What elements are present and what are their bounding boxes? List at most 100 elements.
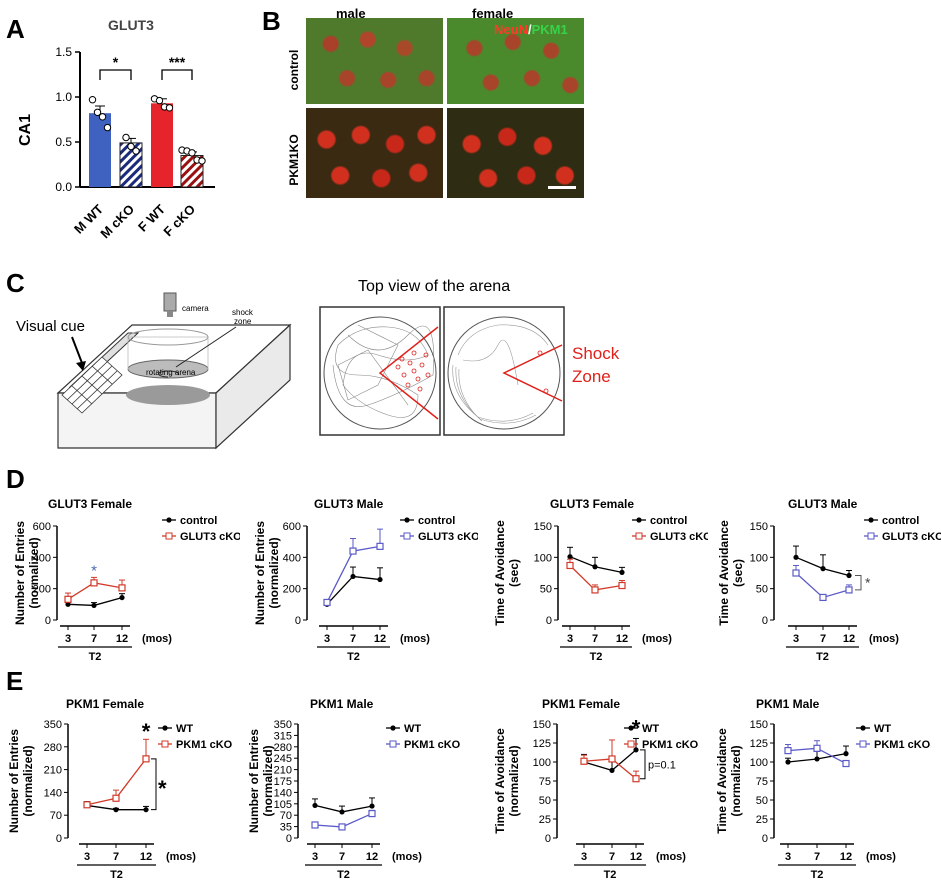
x-group-label: T2 <box>816 651 829 663</box>
y-tick-label: 100 <box>534 552 552 564</box>
trajectory-left <box>332 324 434 418</box>
series-line-control <box>326 575 381 605</box>
legend-marker <box>390 725 396 731</box>
shock-zone-pointer <box>175 326 237 368</box>
data-point <box>127 142 135 151</box>
arena-circle-left <box>323 316 437 430</box>
data-point <box>312 802 318 809</box>
data-point <box>843 751 849 757</box>
legend-marker <box>636 517 642 523</box>
data-point <box>566 561 574 570</box>
x-group-label: T2 <box>89 651 102 663</box>
stain-green-label: PKM1 <box>531 22 568 37</box>
y-tick-label: 50 <box>539 795 551 807</box>
y-tick-label: 210 <box>274 765 292 777</box>
data-point <box>567 554 573 560</box>
panel-letter-e: E <box>6 666 24 696</box>
y-tick-label: 100 <box>750 552 768 564</box>
legend-label: WT <box>404 723 421 735</box>
panel-letter-a: A <box>6 14 25 44</box>
shock-zone-small-2: zone <box>234 317 252 326</box>
legend-label: WT <box>874 723 891 735</box>
legend-label: control <box>650 515 687 527</box>
chart-title: PKM1 Male <box>310 697 374 711</box>
y-tick-label: 0 <box>295 615 301 627</box>
y-tick-label: 105 <box>274 799 292 811</box>
panel-c-apparatus-schematic: camera shock zone rotating arena <box>56 292 292 450</box>
data-point <box>845 586 853 594</box>
y-axis-label-2: (sec) <box>507 559 521 587</box>
stain-separator: / <box>527 22 532 37</box>
data-point <box>608 755 616 763</box>
top-view-title: Top view of the arena <box>358 278 511 295</box>
bar-f-wt <box>151 103 173 187</box>
arena-frame-right <box>443 306 565 436</box>
legend-marker <box>166 517 172 523</box>
y-axis-label-2: (sec) <box>731 559 745 587</box>
data-point <box>609 767 615 773</box>
chart-e3-pkm1-female-avoidance: PKM1 Female Time of Avoidance (normalized)… <box>493 697 699 881</box>
data-point <box>83 801 91 809</box>
y-tick-label: 0.5 <box>55 135 72 149</box>
data-point <box>813 744 821 752</box>
shock-zone-label-line1: Shock <box>572 344 620 363</box>
x-tick-label: 3 <box>324 633 330 645</box>
data-point <box>90 579 98 587</box>
data-point <box>842 759 850 768</box>
chart-title: GLUT3 Female <box>48 497 132 511</box>
y-axis-label: Time of Avoidance <box>715 728 729 834</box>
y-axis-label: CA1 <box>17 114 34 146</box>
arena-rim <box>127 328 209 346</box>
chart-title: GLUT3 Male <box>314 497 384 511</box>
series-line-glut3-cko <box>795 572 850 599</box>
x-tick-label: 3 <box>65 633 71 645</box>
x-tick-label: 12 <box>840 851 852 863</box>
data-point <box>112 794 120 802</box>
y-tick-label: 0 <box>546 615 552 627</box>
chart-d1-glut3-female-entries: GLUT3 Female Number of Entries (normalized… <box>13 497 240 663</box>
legend-marker <box>161 740 169 748</box>
data-point <box>368 809 376 818</box>
micrograph-female-pkm1ko <box>447 108 584 198</box>
x-tick-label: 3 <box>312 851 318 863</box>
shock-wedge-right <box>502 344 563 402</box>
x-tick-label: 12 <box>630 851 642 863</box>
x-tick-label: 7 <box>339 851 345 863</box>
x-unit: (mos) <box>400 633 430 645</box>
legend-marker <box>860 725 866 731</box>
x-tick-label: 12 <box>374 633 386 645</box>
legend-marker <box>868 517 874 523</box>
sig-bracket <box>99 69 132 80</box>
x-tick-label: 3 <box>84 851 90 863</box>
data-point <box>93 108 102 117</box>
x-unit: (mos) <box>392 851 422 863</box>
y-tick-label: 350 <box>274 719 292 731</box>
chart-e4-pkm1-male-avoidance: PKM1 Male Time of Avoidance (normalized) 0 2… <box>715 697 931 881</box>
x-unit: (mos) <box>869 633 899 645</box>
y-axis-label: Number of Entries <box>7 729 21 833</box>
data-point <box>633 747 639 753</box>
y-axis-label-2: (normalized) <box>21 745 35 816</box>
camera-label: camera <box>182 304 209 313</box>
x-tick-label: 3 <box>581 851 587 863</box>
sig-bracket <box>161 69 193 80</box>
top-view-arenas <box>319 306 565 436</box>
y-tick-label: 0 <box>56 833 62 845</box>
scale-bar <box>548 186 576 189</box>
data-point <box>632 775 640 783</box>
data-point <box>122 133 130 142</box>
y-axis-label-2: (normalized) <box>267 537 281 608</box>
y-axis-label: Time of Avoidance <box>717 520 731 626</box>
x-tick-label: 7 <box>350 633 356 645</box>
y-tick-label: 25 <box>539 814 551 826</box>
shock-zone-small-1: shock <box>232 308 254 317</box>
y-tick-label: 1.5 <box>55 45 72 59</box>
data-point <box>819 593 827 602</box>
data-point <box>369 803 375 809</box>
y-tick-label: 0 <box>286 833 292 845</box>
y-axis-label-2: (normalized) <box>27 537 41 608</box>
significance-star: * <box>142 719 151 744</box>
data-point <box>65 601 71 607</box>
stain-red-label: NeuN <box>494 22 528 37</box>
